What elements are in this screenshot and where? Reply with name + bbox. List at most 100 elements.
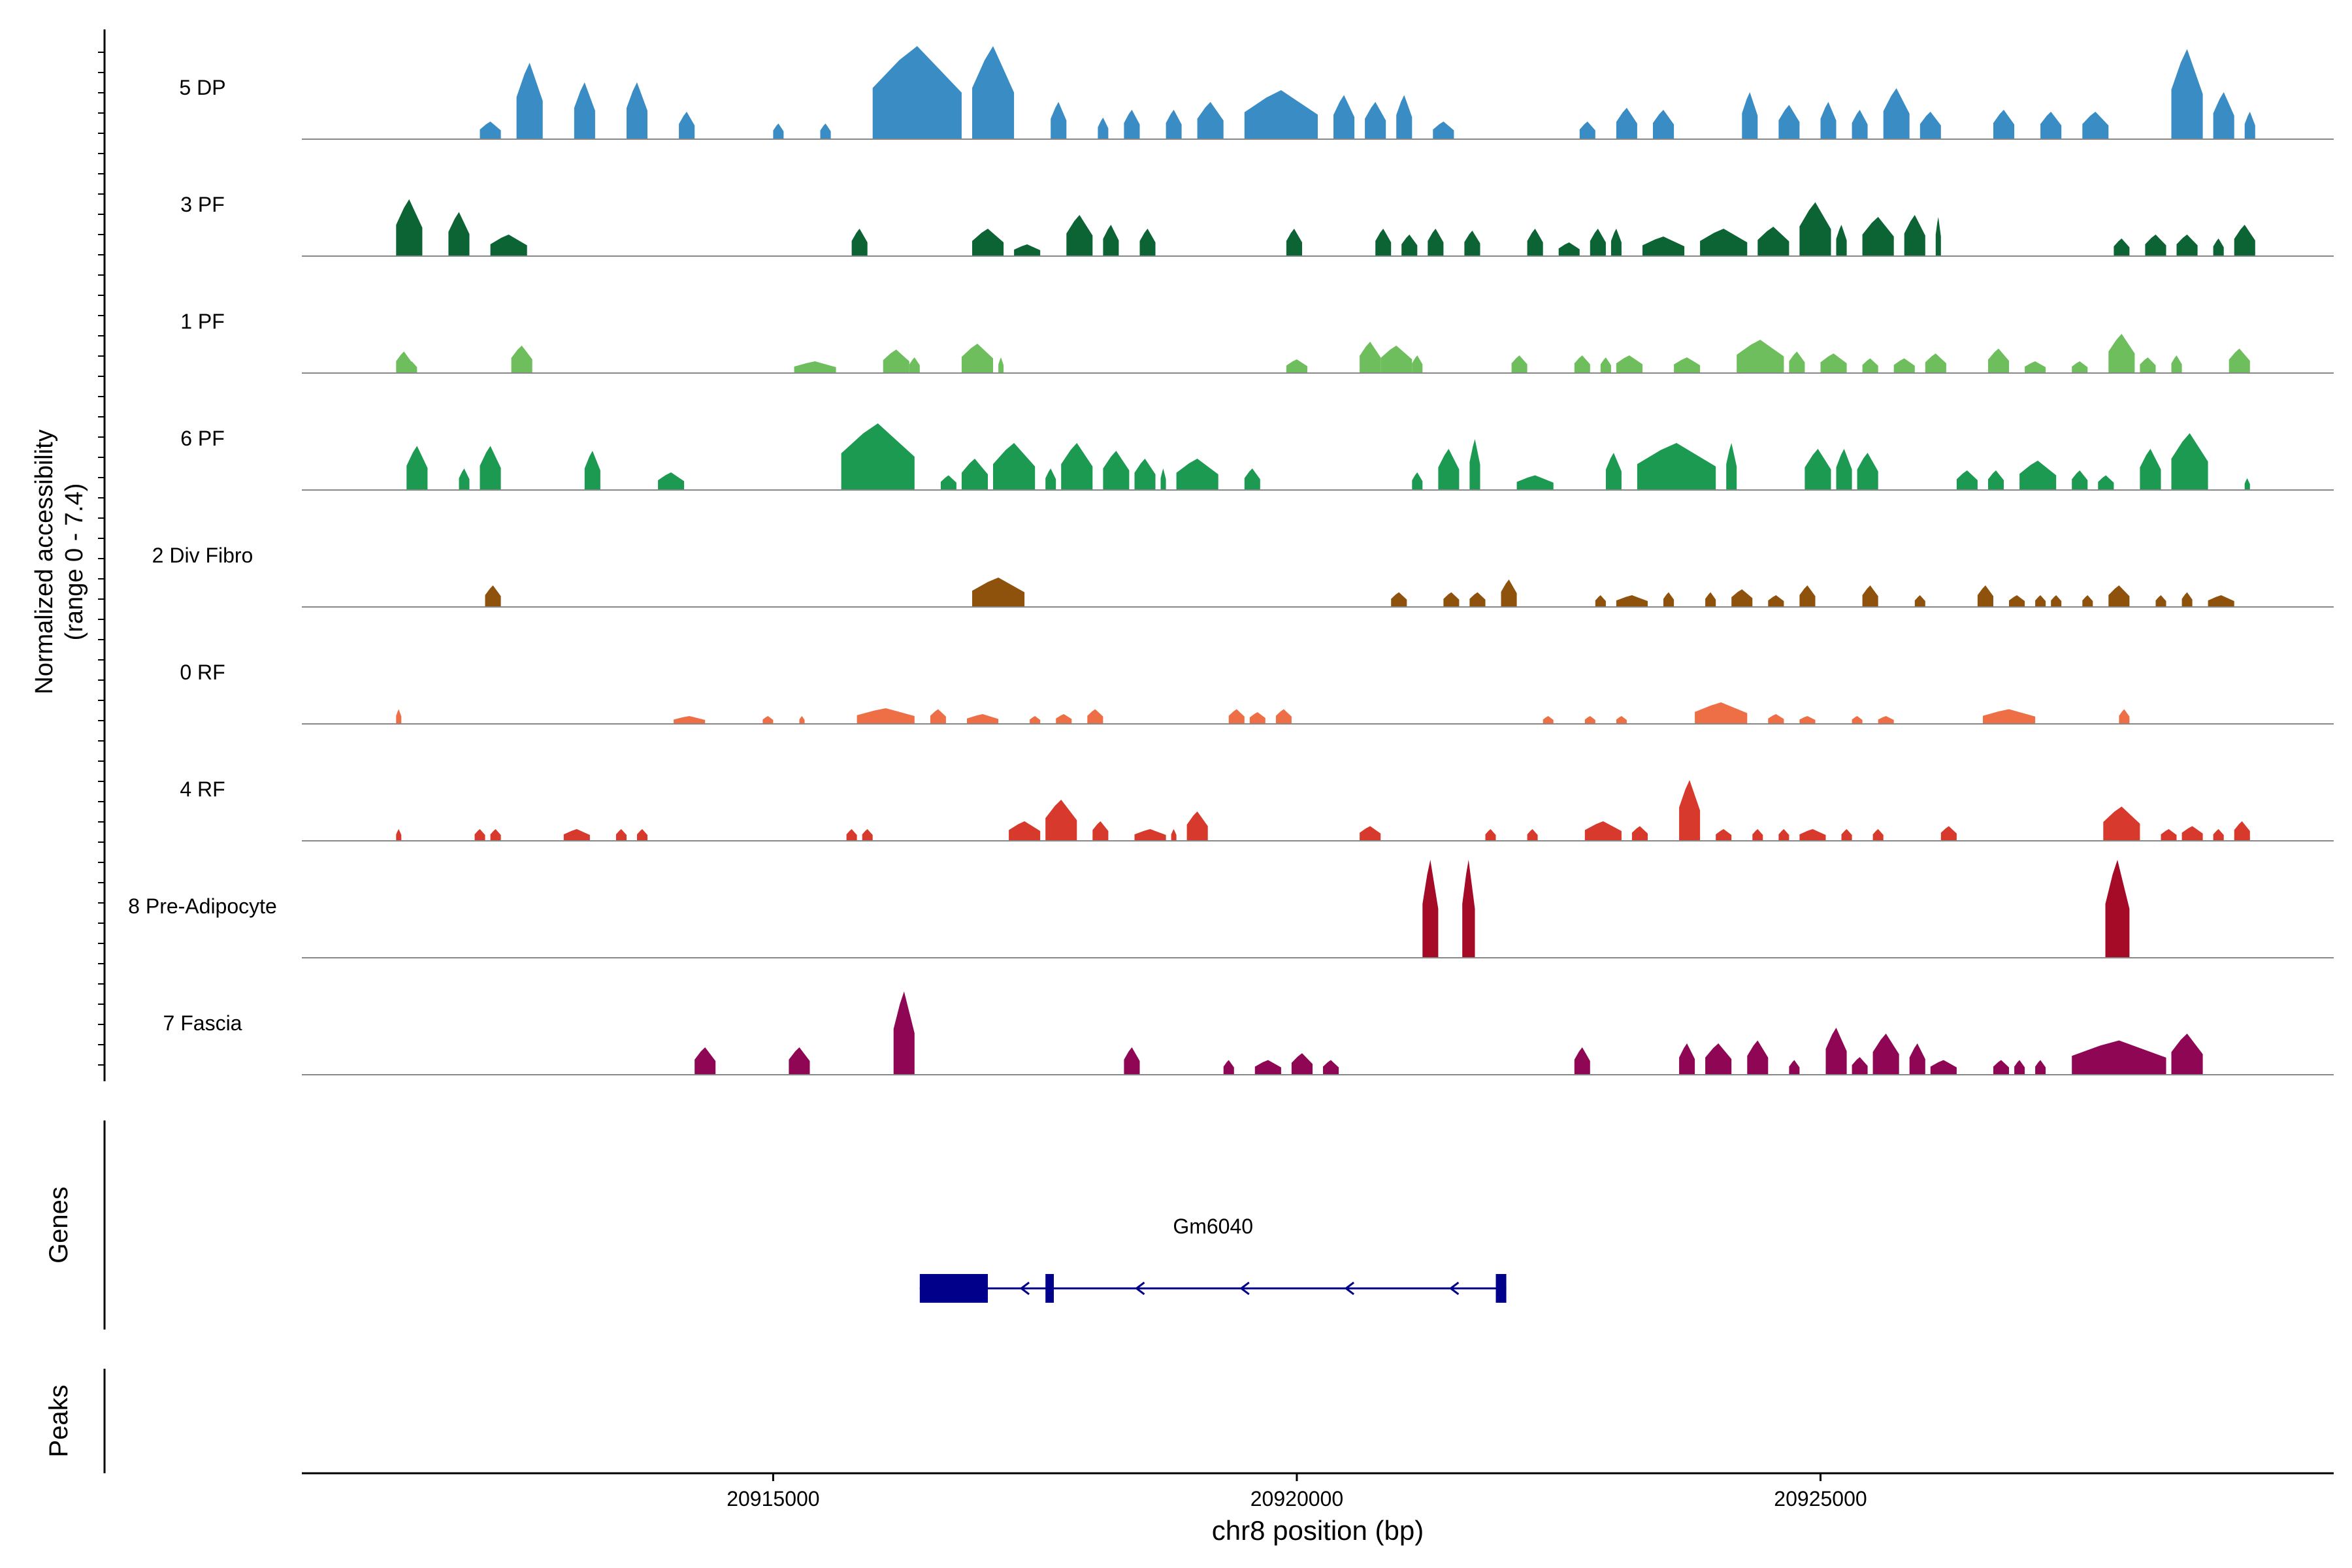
coverage-peak: [1909, 1043, 1925, 1075]
coverage-peak: [1862, 358, 1878, 373]
track-2-div-fibro: 2 Div Fibro: [152, 544, 2334, 608]
coverage-peak: [474, 829, 485, 841]
coverage-peak: [1087, 709, 1103, 724]
coverage-peak: [1726, 443, 1737, 490]
coverage-peak: [1616, 108, 1637, 139]
coverage-peak: [1805, 449, 1831, 490]
coverage-peak: [1862, 585, 1878, 607]
coverage-peak: [2244, 112, 2255, 139]
track-label: 0 RF: [180, 661, 225, 684]
coverage-peak: [563, 829, 590, 841]
track-label: 6 PF: [180, 427, 225, 450]
coverage-peak: [1841, 829, 1852, 841]
coverage-peak: [1160, 468, 1166, 490]
coverage-peak: [1030, 716, 1041, 724]
coverage-peak: [2082, 595, 2093, 607]
coverage-peak: [1925, 353, 1946, 373]
coverage-peak: [406, 446, 428, 490]
coverage-peak: [2108, 585, 2130, 607]
coverage-peak: [1904, 215, 1925, 256]
y-axis-label: Normalized accessibility: [31, 429, 58, 694]
track-7-fascia: 7 Fascia: [163, 991, 2334, 1075]
coverage-peak: [1433, 122, 1454, 139]
coverage-peak: [1914, 595, 1925, 607]
coverage-peak: [2114, 238, 2130, 256]
track-label: 8 Pre-Adipocyte: [128, 894, 277, 918]
coverage-peak: [485, 585, 501, 607]
coverage-peak: [862, 829, 873, 841]
coverage-peak: [1244, 90, 1318, 139]
coverage-peak: [1401, 235, 1418, 256]
coverage-peak: [1412, 355, 1423, 373]
coverage-peak: [658, 472, 685, 490]
coverage-peak: [2019, 461, 2057, 490]
x-axis-ticks: 20915000 20920000 20925000: [727, 1473, 1867, 1511]
track-1-pf: 1 PF: [180, 310, 2334, 374]
coverage-peak: [930, 709, 946, 724]
coverage-peak: [1940, 826, 1957, 841]
coverage-peak: [1527, 829, 1538, 841]
track-8-pre-adipocyte: 8 Pre-Adipocyte: [128, 860, 2334, 958]
coverage-peak: [909, 357, 920, 373]
coverage-peak: [883, 350, 909, 373]
coverage-peak: [1501, 580, 1517, 607]
coverage-peak: [893, 991, 915, 1075]
coverage-peak: [1066, 215, 1093, 256]
coverage-peak: [1098, 118, 1109, 139]
coverage-peak: [1574, 355, 1590, 373]
strand-arrow: [1134, 1281, 1145, 1296]
coverage-peak: [1983, 709, 2036, 724]
coverage-peak: [490, 235, 527, 256]
coverage-peak: [1333, 95, 1355, 139]
genes-panel-label: Genes: [44, 1186, 73, 1264]
track-6-pf: 6 PF: [180, 423, 2334, 491]
coverage-peak: [637, 829, 647, 841]
coverage-peak: [1988, 348, 2009, 373]
coverage-peak: [1600, 357, 1611, 373]
coverage-peak: [1443, 592, 1460, 607]
x-tick-label: 20915000: [727, 1487, 819, 1511]
coverage-peak: [448, 212, 470, 256]
coverage-peak: [406, 361, 417, 373]
coverage-peak: [1789, 1060, 1800, 1075]
coverage-peak: [1056, 714, 1072, 724]
coverage-peak: [998, 357, 1004, 373]
coverage-peak: [1134, 829, 1166, 841]
coverage-peak: [1485, 829, 1496, 841]
coverage-peak: [396, 829, 402, 841]
coverage-peak: [841, 423, 915, 490]
coverage-peak: [2181, 592, 2193, 607]
coverage-peak: [1291, 1053, 1313, 1075]
coverage-peak: [2145, 235, 2166, 256]
coverage-peak: [2035, 595, 2046, 607]
coverage-peak: [1878, 716, 1894, 724]
coverage-peak: [1428, 229, 1444, 256]
coverage-peak: [1249, 712, 1266, 724]
coverage-peak: [1893, 358, 1915, 373]
coverage-peak: [1674, 357, 1701, 373]
coverage-peak: [799, 716, 805, 724]
coverage-peak: [2072, 470, 2088, 490]
coverage-peak: [1103, 225, 1119, 256]
coverage-peak: [1825, 1028, 1847, 1075]
coverage-peak: [627, 82, 647, 139]
x-tick-label: 20920000: [1250, 1487, 1343, 1511]
coverage-peak: [1757, 227, 1789, 256]
coverage-peak: [490, 829, 501, 841]
coverage-peak: [2098, 475, 2114, 490]
coverage-peak: [1014, 244, 1041, 256]
track-4-rf: 4 RF: [180, 777, 2334, 841]
coverage-peak: [1836, 449, 1852, 490]
track-label: 1 PF: [180, 310, 225, 333]
coverage-peak: [1883, 88, 1910, 139]
coverage-peak: [1956, 470, 1978, 490]
strand-arrow: [1239, 1281, 1250, 1296]
coverage-peak: [773, 123, 784, 139]
coverage-peak: [674, 716, 706, 724]
coverage-peak: [1244, 468, 1260, 490]
coverage-peak: [2213, 238, 2224, 256]
coverage-peak: [1124, 110, 1140, 139]
coverage-peak: [1820, 102, 1837, 139]
